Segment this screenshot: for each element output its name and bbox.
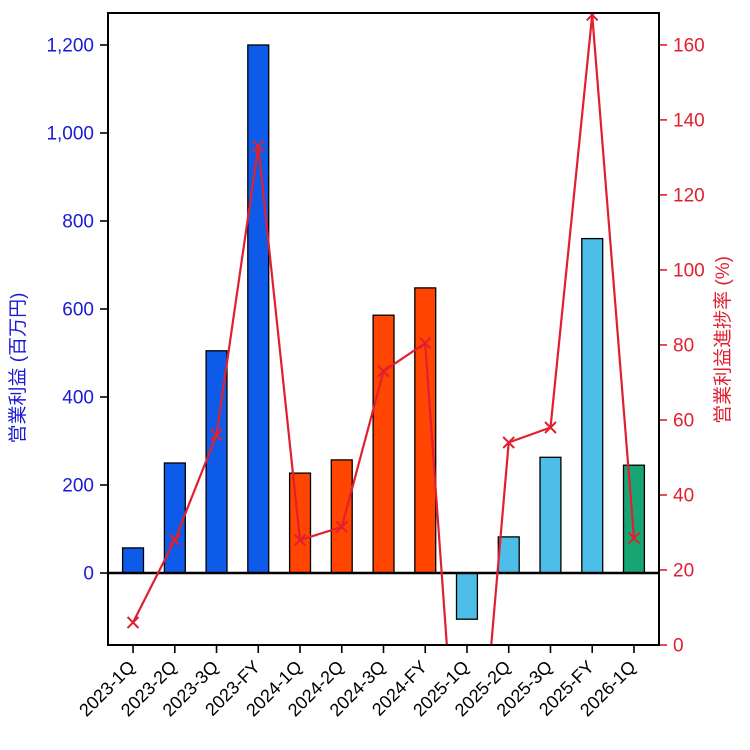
right-tick-label: 160 [673, 35, 705, 56]
progress-marker-2025-FY [585, 13, 599, 22]
left-tick-label: 1,200 [46, 35, 94, 56]
right-tick-label: 20 [673, 560, 694, 581]
progress-marker-2023-3Q [210, 428, 223, 442]
progress-line-layer [126, 13, 641, 645]
right-tick-label: 100 [673, 260, 705, 281]
progress-marker-2024-2Q [335, 520, 349, 534]
progress-marker-2023-1Q [126, 616, 140, 629]
left-tick-label: 400 [62, 388, 94, 409]
bar-2025-3Q [539, 456, 562, 574]
bar-2024-3Q [372, 314, 395, 574]
progress-marker-2024-1Q [293, 533, 307, 547]
right-tick-label: 0 [673, 636, 684, 657]
progress-marker-2024-3Q [377, 364, 390, 378]
progress-marker-2023-FY [252, 139, 265, 153]
right-axis-title: 営業利益進捗率 (%) [712, 256, 734, 424]
left-tick-label: 0 [83, 564, 94, 585]
bar-2024-FY [414, 287, 437, 574]
bar-2025-1Q [455, 572, 479, 620]
bar-2025-2Q [497, 536, 520, 574]
right-tick-label: 60 [673, 410, 694, 431]
progress-marker-2025-2Q [502, 436, 515, 449]
left-axis-title: 営業利益 (百万円) [7, 293, 29, 444]
bar-2024-1Q [288, 472, 312, 574]
left-tick-label: 1,000 [46, 123, 94, 144]
bar-2023-1Q [121, 547, 145, 574]
progress-marker-2026-1Q [627, 531, 641, 545]
bars-layer [121, 44, 646, 620]
right-tick-label: 120 [673, 185, 705, 206]
bar-2025-FY [581, 237, 604, 574]
left-tick-label: 800 [62, 211, 94, 232]
left-tick-label: 600 [62, 300, 94, 321]
plot-border [107, 12, 660, 646]
progress-marker-2025-3Q [544, 421, 557, 434]
bar-2024-2Q [330, 459, 353, 574]
right-tick-label: 140 [673, 110, 705, 131]
right-tick-label: 40 [673, 485, 694, 506]
right-tick-label: 80 [673, 335, 694, 356]
left-tick-label: 200 [62, 476, 94, 497]
progress-marker-2024-FY [418, 336, 432, 350]
bar-2023-FY [247, 44, 270, 574]
progress-marker-2023-2Q [168, 533, 182, 547]
bar-2026-1Q [622, 464, 646, 574]
